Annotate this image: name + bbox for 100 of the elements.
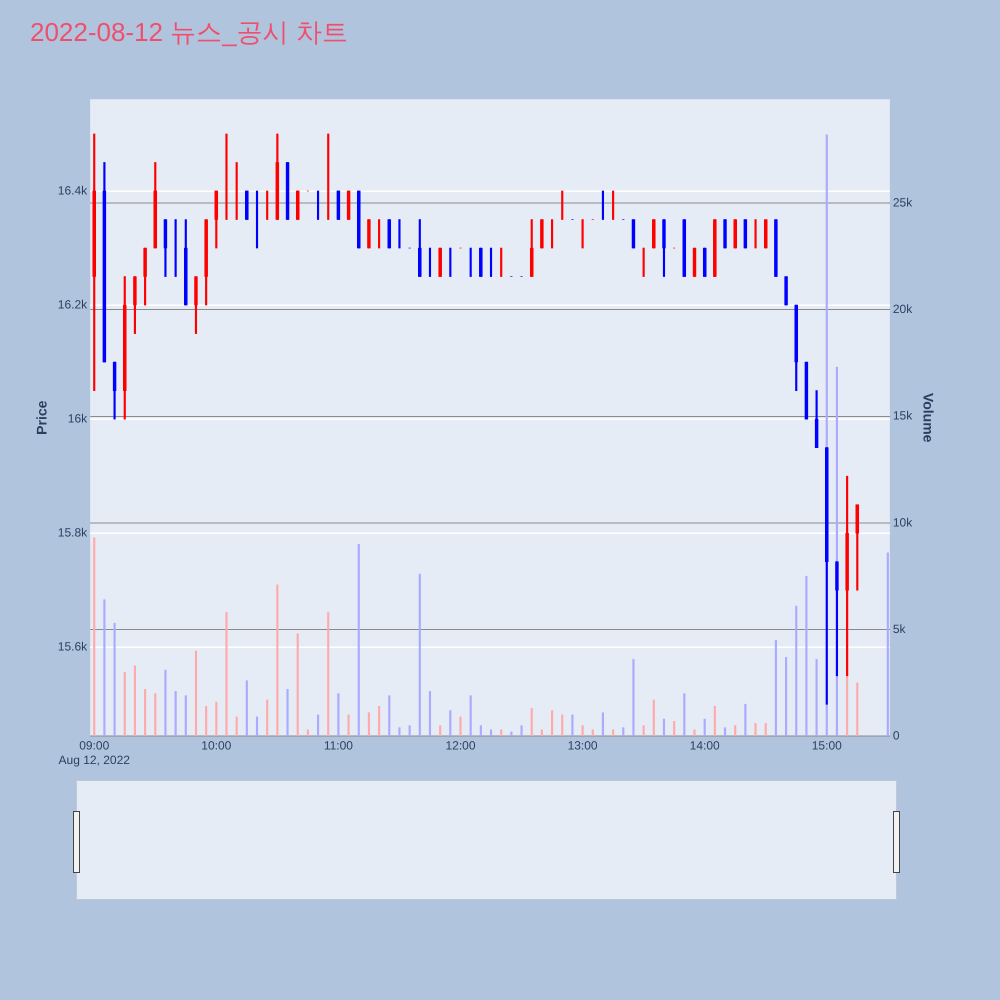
bar [164,670,167,736]
y-axis-title: Price [33,400,50,435]
bar [571,714,574,736]
x-tick-label: 10:00 [201,738,232,753]
bar [642,725,645,736]
x-tick-label: 12:00 [445,738,476,753]
bar [154,693,156,736]
bar [561,714,564,736]
bar [662,718,666,736]
bar [398,727,401,736]
candlestick [602,190,604,220]
candlestick [174,219,177,277]
bar [459,716,462,736]
candlestick [490,248,492,277]
candlestick [550,219,554,248]
bar [764,723,767,736]
bar [236,716,238,736]
bar [480,725,482,736]
x-tick-label: 14:00 [690,738,720,753]
bar [622,727,624,736]
bar [449,710,452,736]
bar [612,729,614,736]
bar [134,665,136,736]
bar [348,714,350,736]
bar [754,723,757,736]
candlestick [561,190,564,220]
x-tick-label: 11:00 [324,738,354,753]
bar [327,612,330,736]
bar [816,659,818,736]
y2-tick-label: 0 [892,728,900,743]
y2-tick-label: 20k [892,302,914,316]
bar [734,725,736,736]
bar [358,544,360,736]
y-tick-label: 16.2k [58,297,88,312]
candlestick [316,190,320,220]
bar [886,552,889,736]
bar [388,695,390,736]
y2-tick-label: 25k [892,195,914,210]
candlestick [642,248,645,277]
candlestick [266,190,268,220]
bar [744,704,746,736]
bar [784,656,788,736]
bar [316,714,320,736]
y-tick-label: 16k [68,411,88,426]
bar [470,695,472,736]
bar [490,729,492,736]
candlestick [754,219,757,248]
bar [408,725,411,736]
candlestick [256,190,258,248]
bar [500,729,502,736]
bar [520,725,523,736]
candlestick [236,162,238,220]
bar [194,650,198,736]
x-tick-label: 15:00 [812,738,842,753]
y-tick-label: 15.8k [58,525,88,540]
y2-tick-label: 15k [892,408,914,423]
bar [774,640,777,736]
candlestick [225,134,228,220]
bar [693,729,696,736]
bar [276,584,278,736]
x-tick-label: 13:00 [568,738,598,753]
bar [306,729,309,736]
bar [225,612,228,736]
bar [805,576,808,736]
bar [683,693,686,736]
candlestick [398,219,401,248]
bar [632,659,635,736]
bar [652,700,655,736]
y2-tick-label: 10k [892,515,914,530]
candlestick [327,134,330,220]
bar [286,688,289,736]
bar [205,706,208,736]
y-tick-label: 15.6k [58,640,88,654]
bar [530,708,533,736]
bar [704,718,706,736]
candlestick [582,219,584,248]
bar [266,700,268,736]
bar [378,706,380,736]
y2-axis-title: Volume [920,392,937,443]
bar [174,691,177,736]
bar [215,702,218,736]
bar [256,716,258,736]
bar [714,706,716,736]
candlestick [449,248,452,277]
y2-tick-label: 5k [892,622,907,636]
candlestick [428,248,432,277]
candlestick [612,190,614,220]
bar [418,574,421,736]
bar [439,725,442,736]
bar [856,682,858,736]
bar [103,599,106,736]
x-tick-label: 09:00 Aug 12, 2022 [58,738,130,768]
bar [337,693,340,736]
bar [368,712,370,736]
candlestick [470,248,472,277]
bar [602,712,604,736]
chart-title: 2022-08-12 뉴스_공시 차트 [30,16,348,47]
bar [795,606,798,736]
bar [582,725,584,736]
bar [673,720,676,736]
